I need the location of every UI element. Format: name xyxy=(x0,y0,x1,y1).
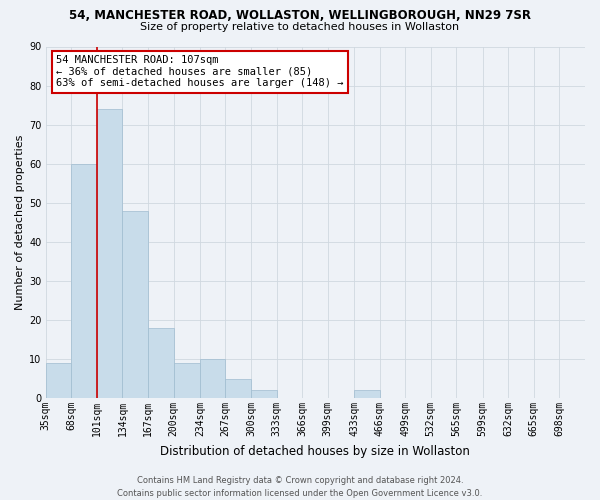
Y-axis label: Number of detached properties: Number of detached properties xyxy=(15,134,25,310)
Bar xyxy=(173,363,200,398)
Bar xyxy=(200,359,226,398)
Text: 54, MANCHESTER ROAD, WOLLASTON, WELLINGBOROUGH, NN29 7SR: 54, MANCHESTER ROAD, WOLLASTON, WELLINGB… xyxy=(69,9,531,22)
Bar xyxy=(46,363,71,398)
Bar xyxy=(71,164,97,398)
Bar xyxy=(122,210,148,398)
Text: 54 MANCHESTER ROAD: 107sqm
← 36% of detached houses are smaller (85)
63% of semi: 54 MANCHESTER ROAD: 107sqm ← 36% of deta… xyxy=(56,56,344,88)
Bar xyxy=(97,109,122,398)
Text: Size of property relative to detached houses in Wollaston: Size of property relative to detached ho… xyxy=(140,22,460,32)
Text: Contains HM Land Registry data © Crown copyright and database right 2024.
Contai: Contains HM Land Registry data © Crown c… xyxy=(118,476,482,498)
Bar xyxy=(148,328,173,398)
Bar xyxy=(354,390,380,398)
X-axis label: Distribution of detached houses by size in Wollaston: Distribution of detached houses by size … xyxy=(160,444,470,458)
Bar xyxy=(251,390,277,398)
Bar xyxy=(226,378,251,398)
